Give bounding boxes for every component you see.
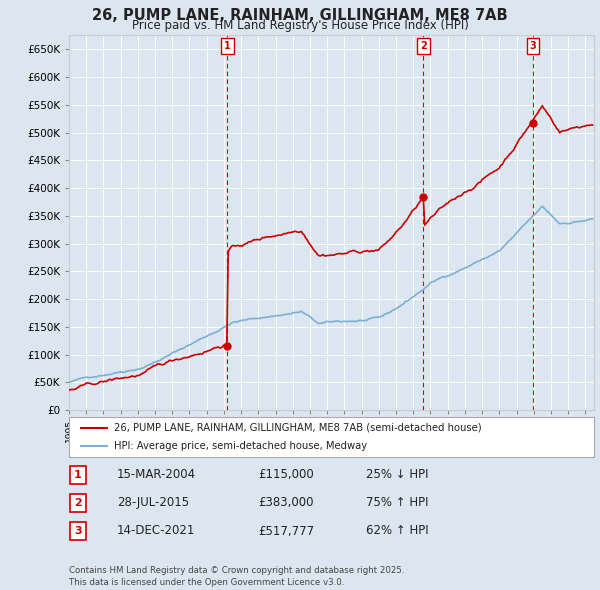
Text: 62% ↑ HPI: 62% ↑ HPI [366,525,428,537]
Text: 28-JUL-2015: 28-JUL-2015 [117,496,189,509]
Text: 15-MAR-2004: 15-MAR-2004 [117,468,196,481]
Text: Price paid vs. HM Land Registry's House Price Index (HPI): Price paid vs. HM Land Registry's House … [131,19,469,32]
Text: 26, PUMP LANE, RAINHAM, GILLINGHAM, ME8 7AB (semi-detached house): 26, PUMP LANE, RAINHAM, GILLINGHAM, ME8 … [113,423,481,433]
Text: 25% ↓ HPI: 25% ↓ HPI [366,468,428,481]
Text: 2: 2 [420,41,427,51]
Text: 3: 3 [530,41,536,51]
Text: 26, PUMP LANE, RAINHAM, GILLINGHAM, ME8 7AB: 26, PUMP LANE, RAINHAM, GILLINGHAM, ME8 … [92,8,508,22]
Text: 1: 1 [224,41,231,51]
Text: £517,777: £517,777 [258,525,314,537]
Text: HPI: Average price, semi-detached house, Medway: HPI: Average price, semi-detached house,… [113,441,367,451]
Text: 2: 2 [74,498,82,507]
Text: 14-DEC-2021: 14-DEC-2021 [117,525,196,537]
Text: 3: 3 [74,526,82,536]
Text: £383,000: £383,000 [258,496,314,509]
Text: Contains HM Land Registry data © Crown copyright and database right 2025.
This d: Contains HM Land Registry data © Crown c… [69,566,404,587]
Text: 75% ↑ HPI: 75% ↑ HPI [366,496,428,509]
Text: £115,000: £115,000 [258,468,314,481]
Text: 1: 1 [74,470,82,480]
